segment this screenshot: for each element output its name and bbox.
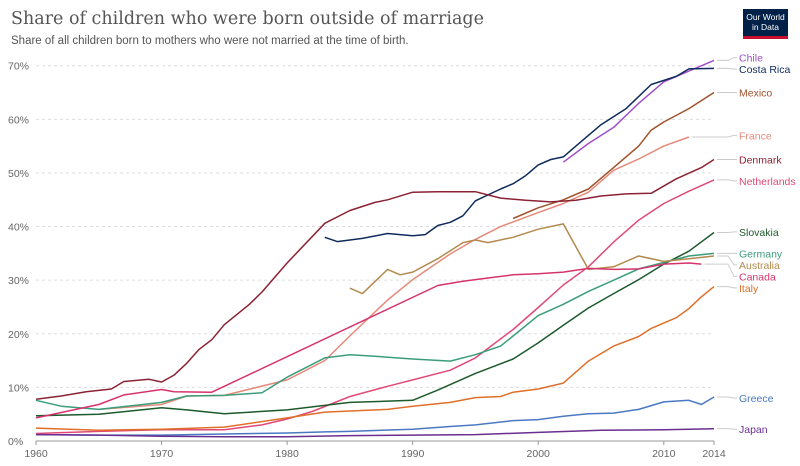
legend-label-france[interactable]: France [739, 130, 772, 142]
legend-label-chile[interactable]: Chile [739, 53, 763, 65]
x-tick-label: 1980 [275, 448, 299, 460]
legend-label-slovakia[interactable]: Slovakia [739, 227, 779, 239]
series-line-italy[interactable] [35, 286, 715, 432]
logo-line-2: in Data [752, 22, 779, 32]
legend-label-greece[interactable]: Greece [739, 393, 774, 405]
legend-connector [717, 255, 737, 266]
series-line-netherlands[interactable] [35, 179, 715, 435]
legend-connector [717, 428, 737, 430]
y-tick-label: 40% [8, 222, 29, 234]
series-line-canada[interactable] [35, 262, 702, 419]
y-tick-label: 0% [8, 436, 23, 448]
legend-label-germany[interactable]: Germany [739, 248, 783, 260]
gridlines [36, 65, 714, 442]
legend-connector [717, 231, 737, 233]
series-line-japan[interactable] [35, 427, 715, 438]
legend-label-japan[interactable]: Japan [739, 424, 768, 436]
y-tick-label: 70% [8, 61, 29, 73]
x-axis: 1960 1970 1980 1990 2000 2010 2014 [24, 440, 726, 460]
legend-label-australia[interactable]: Australia [739, 260, 780, 272]
series-line-australia[interactable] [349, 223, 715, 295]
series-line-slovakia[interactable] [35, 231, 715, 417]
series-line-greece[interactable] [35, 396, 715, 436]
y-tick-label: 30% [8, 275, 29, 287]
legend-connector [691, 134, 737, 138]
series-line-germany[interactable] [35, 252, 715, 411]
x-tick-label: 2014 [702, 448, 726, 460]
series-line-costa-rica[interactable] [324, 67, 715, 243]
legend-connector [717, 179, 737, 182]
series-line-chile[interactable] [562, 59, 715, 163]
legend-label-denmark[interactable]: Denmark [739, 155, 782, 167]
owid-logo[interactable]: Our World in Data [743, 9, 788, 39]
chart-subtitle: Share of all children born to mothers wh… [11, 35, 409, 47]
y-tick-label: 50% [8, 168, 29, 180]
legend-connector [717, 286, 737, 289]
y-tick-label: 20% [8, 329, 29, 341]
x-tick-label: 1960 [24, 448, 48, 460]
legend-connector [717, 67, 737, 70]
legend-label-canada[interactable]: Canada [739, 271, 776, 283]
legend-label-netherlands[interactable]: Netherlands [739, 176, 796, 188]
y-tick-label: 10% [8, 382, 29, 394]
x-tick-label: 2010 [652, 448, 676, 460]
x-tick-label: 1970 [150, 448, 174, 460]
y-tick-label: 60% [8, 114, 29, 126]
y-axis-ticks: 0% 10% 20% 30% 40% 50% 60% 70% [8, 61, 29, 448]
series-lines [35, 59, 715, 438]
x-tick-label: 2000 [527, 448, 551, 460]
legend-connector [704, 263, 737, 277]
series-line-denmark[interactable] [35, 158, 715, 400]
legend-connector [717, 57, 737, 61]
x-tick-label: 1990 [401, 448, 425, 460]
legend-connector [717, 396, 737, 399]
legend-label-italy[interactable]: Italy [739, 283, 759, 295]
legend-label-costa-rica[interactable]: Costa Rica [739, 64, 791, 76]
logo-line-1: Our World [746, 12, 785, 22]
chart-title: Share of children who were born outside … [11, 9, 484, 29]
legend-label-mexico[interactable]: Mexico [739, 88, 772, 100]
series-line-mexico[interactable] [512, 91, 715, 220]
